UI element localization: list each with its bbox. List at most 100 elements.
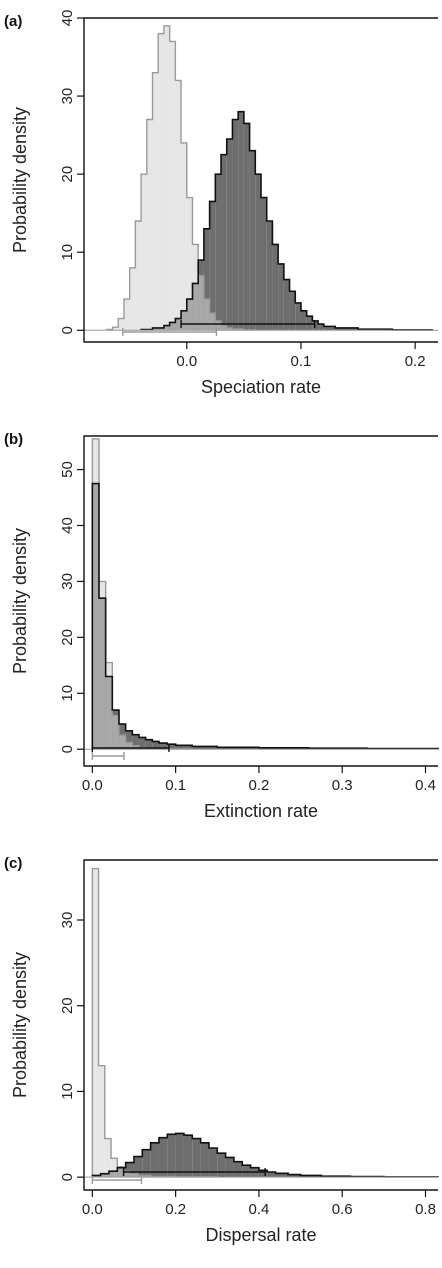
histogram-bar [192, 1138, 201, 1178]
histogram-bar [221, 154, 227, 331]
histogram-overlap-bar [215, 320, 222, 331]
histogram-overlap-bar [105, 676, 113, 750]
credible-interval-0 [91, 1176, 143, 1184]
histogram-overlap-bar [163, 325, 170, 331]
y-tick-label: 0 [59, 326, 76, 334]
histogram-overlap-bar [92, 483, 99, 750]
histogram-bar [169, 41, 176, 331]
x-tick-label: 0.2 [405, 353, 426, 370]
y-tick-label: 30 [59, 573, 76, 590]
histogram-bar [133, 1156, 143, 1178]
y-tick-label: 30 [59, 912, 76, 929]
histogram-bar [238, 111, 244, 331]
histogram-overlap-bar [226, 327, 233, 331]
histogram-overlap-bar [198, 275, 204, 331]
histogram-bar [163, 25, 170, 331]
histogram-overlap-bar [108, 1171, 112, 1178]
histogram-bar [112, 327, 119, 331]
plot-frame [83, 859, 438, 1191]
y-tick-label: 20 [59, 629, 76, 646]
histogram-bar [125, 1162, 134, 1178]
histogram-overlap-bar [221, 325, 227, 331]
y-tick-label: 0 [59, 745, 76, 753]
histogram-bar [278, 263, 284, 331]
histogram-bar [152, 741, 159, 750]
histogram-bar [272, 244, 279, 331]
histogram-bar [167, 744, 176, 750]
histogram-bar [145, 739, 153, 750]
histogram-bar [261, 197, 267, 331]
histogram-bar [175, 745, 193, 750]
histogram-bar [150, 1142, 159, 1178]
extinction-rate-chart: 0 10 20 30 40 50 0.0 0.1 0.2 0.3 0.4 Extinction rat… [0, 418, 442, 842]
histogram-bar [208, 1148, 218, 1178]
y-tick-label: 10 [59, 244, 76, 261]
histogram-bar [295, 302, 301, 331]
histogram-bar [181, 142, 187, 331]
histogram-bar [186, 197, 193, 331]
histogram-bar [335, 327, 359, 331]
histogram-bar [192, 746, 218, 750]
histogram-overlap-bar [181, 310, 187, 331]
plot-frame [83, 17, 438, 343]
histogram-bar [158, 743, 168, 750]
x-tick-label: 0.2 [165, 1201, 186, 1218]
histogram-bar [183, 1135, 193, 1178]
extinction-chart-svg: 0 10 20 30 40 50 0.0 0.1 0.2 0.3 0.4 Extinction rat… [4, 431, 439, 821]
x-tick-label: 0.3 [332, 777, 353, 794]
histogram-bar [267, 1172, 276, 1178]
y-tick-label: 10 [59, 1083, 76, 1100]
panel-label: (a) [4, 13, 22, 30]
histogram-bar [217, 1153, 226, 1178]
histogram-overlap-bar [209, 313, 216, 331]
histogram-outline-0 [106, 25, 256, 331]
panel-label: (b) [4, 431, 23, 448]
histogram-overlap-bar [125, 1171, 130, 1178]
histogram-overlap-bar [169, 322, 176, 331]
histogram-overlap-bar [125, 742, 133, 750]
histogram-overlap-bar [192, 283, 199, 331]
x-tick-label: 0.0 [82, 1201, 103, 1218]
histogram-outline-1 [91, 482, 439, 750]
histogram-bar [249, 150, 256, 331]
histogram-bar [175, 80, 182, 331]
histogram-overlap-bar [98, 1175, 101, 1178]
histogram-bar [129, 267, 136, 331]
histogram-series-1 [92, 483, 438, 750]
y-tick-label: 10 [59, 685, 76, 702]
histogram-overlap-bar [100, 1173, 105, 1178]
histogram-bar [306, 316, 313, 331]
histogram-bar [209, 201, 216, 331]
x-tick-label: 0.6 [332, 1201, 353, 1218]
histogram-bar [258, 1170, 268, 1178]
y-tick-label: 40 [59, 10, 76, 27]
histogram-overlap-bar [129, 1173, 134, 1178]
histograms [92, 438, 438, 750]
x-axis-title: Extinction rate [204, 801, 318, 821]
histogram-bar [118, 318, 124, 331]
y-axis-title: Probability density [10, 528, 30, 674]
y-tick-label: 50 [59, 461, 76, 478]
histogram-bar [217, 747, 259, 750]
histogram-overlap-bar [92, 1175, 99, 1178]
histogram-overlap-bar [203, 299, 210, 331]
histogram-bar [123, 299, 130, 331]
histogram-series-0 [92, 868, 218, 1178]
histogram-bar [226, 139, 233, 331]
histogram-overlap-bar [152, 327, 159, 331]
histogram-bar [233, 1161, 243, 1178]
histogram-overlap-bar [186, 299, 193, 331]
histogram-bar [158, 33, 164, 331]
histograms [92, 868, 438, 1178]
histogram-overlap-bar [112, 715, 119, 750]
credible-interval-1 [122, 1168, 266, 1176]
histogram-overlap-bar [142, 1175, 151, 1178]
histogram-bar [98, 1065, 105, 1178]
histogram-bar [152, 72, 159, 331]
histogram-bar [323, 326, 336, 331]
x-tick-label: 0.4 [248, 1201, 269, 1218]
histogram-overlap-bar [111, 1171, 118, 1178]
histogram-overlap-bar [158, 327, 164, 331]
histogram-bar [135, 220, 142, 331]
histogram-bar [175, 1133, 184, 1178]
